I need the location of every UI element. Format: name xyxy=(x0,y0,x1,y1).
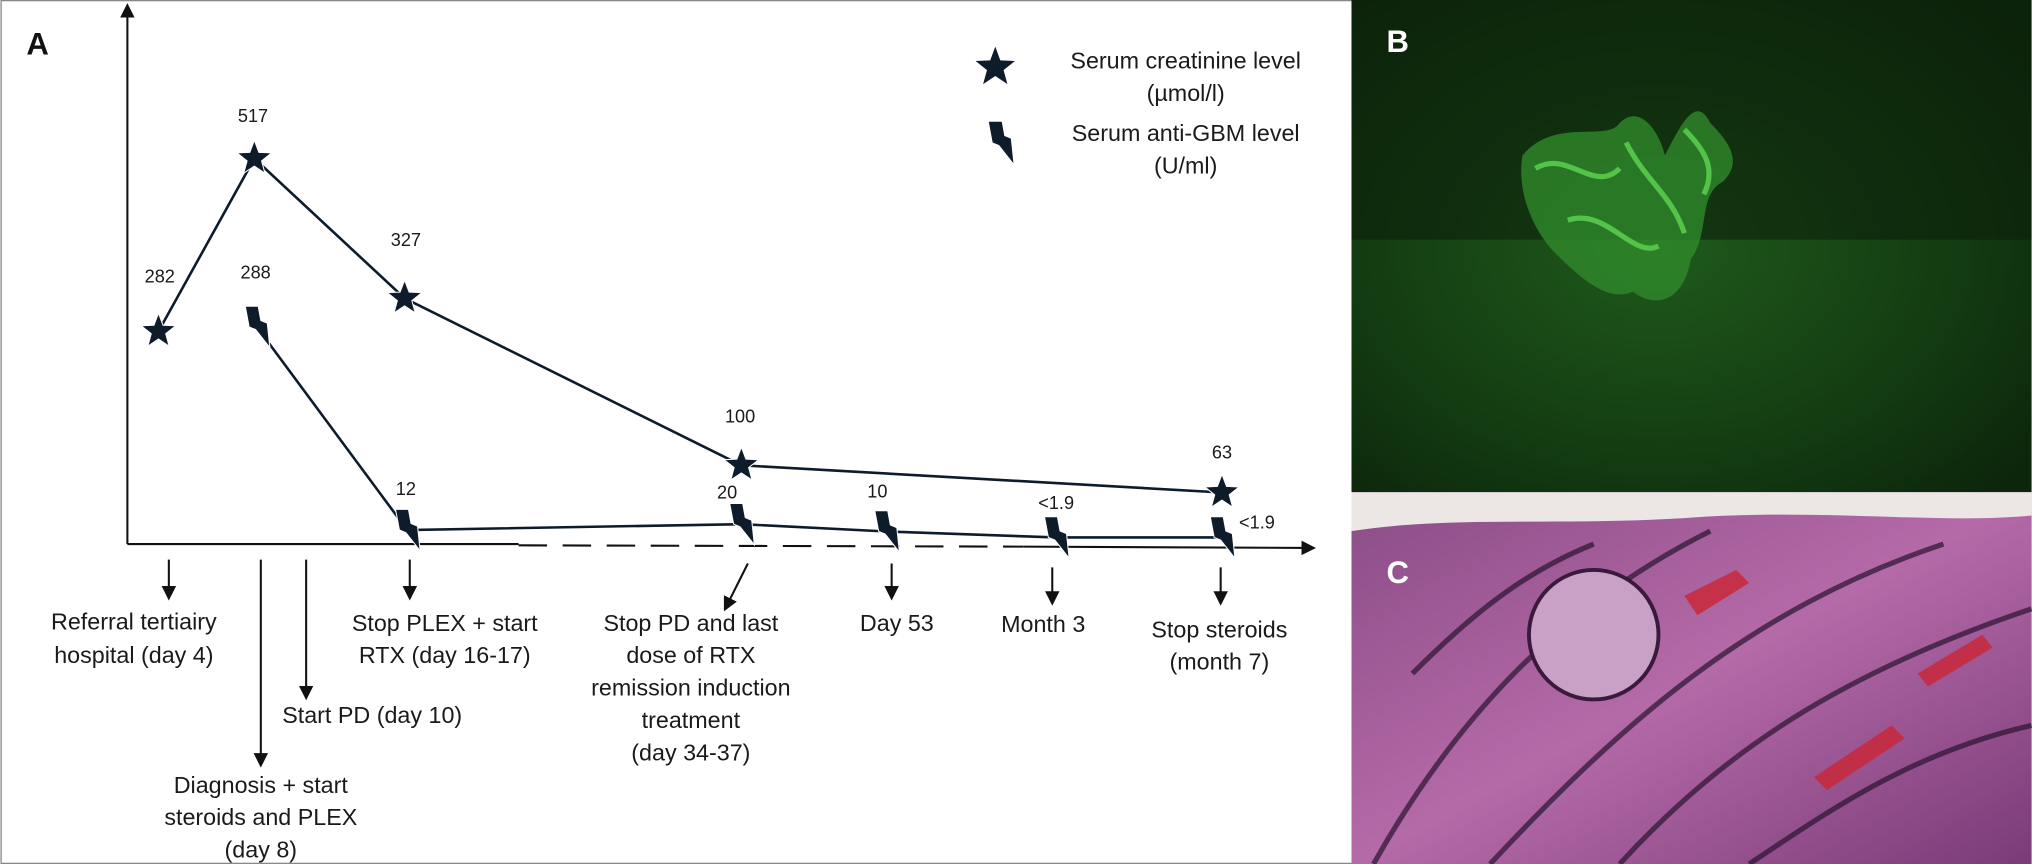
event-label: (month 7) xyxy=(1170,649,1270,675)
legend-label: (µmol/l) xyxy=(1147,80,1225,106)
event-label: dose of RTX xyxy=(626,642,756,668)
event-label: hospital (day 4) xyxy=(54,642,213,668)
creatinine-marker xyxy=(1203,472,1241,509)
event-arrow xyxy=(723,563,749,612)
data-label: <1.9 xyxy=(1038,493,1074,513)
panel-a: 282 517 327 100 63 Serum creatinine level (µmo… xyxy=(51,3,1317,863)
panel-c-image xyxy=(1351,492,2032,864)
event-label: Stop PLEX + start xyxy=(352,610,538,636)
event-label: Start PD (day 10) xyxy=(282,702,462,728)
data-label: 327 xyxy=(391,230,421,250)
legend-label: Serum anti-GBM level xyxy=(1072,120,1300,146)
data-label: 10 xyxy=(867,481,887,501)
data-label: 288 xyxy=(241,263,271,283)
event-label: treatment xyxy=(642,707,741,733)
anti-gbm-marker xyxy=(1043,516,1070,560)
creatinine-marker xyxy=(385,278,424,315)
event-label: Day 53 xyxy=(860,610,934,636)
anti-gbm-marker xyxy=(394,508,421,553)
legend-label: Serum creatinine level xyxy=(1070,48,1301,74)
panel-b-image xyxy=(1351,0,2032,493)
event-label: (day 8) xyxy=(225,837,298,863)
data-label: 63 xyxy=(1212,443,1232,463)
event-label: Referral tertiairy xyxy=(51,609,217,635)
data-label: <1.9 xyxy=(1239,513,1275,533)
legend-marker xyxy=(975,46,1015,85)
data-label: 20 xyxy=(717,483,737,503)
data-label: 12 xyxy=(396,479,416,499)
series-line xyxy=(255,326,1222,539)
x-axis xyxy=(1023,540,1317,556)
data-label: 517 xyxy=(238,106,268,126)
event-label: Stop PD and last xyxy=(603,610,778,636)
anti-gbm-marker xyxy=(874,510,901,554)
legend-marker xyxy=(988,121,1014,164)
panel-label: B xyxy=(1386,24,1408,59)
event-label: (day 34-37) xyxy=(631,739,750,765)
event-label: steroids and PLEX xyxy=(164,804,357,830)
creatinine-marker xyxy=(235,138,273,175)
event-label: Diagnosis + start xyxy=(174,772,349,798)
event-label: remission induction xyxy=(591,675,790,701)
anti-gbm-marker xyxy=(244,305,271,350)
creatinine-marker xyxy=(139,311,178,348)
panel-label: C xyxy=(1386,555,1408,590)
data-label: 282 xyxy=(145,266,175,286)
creatinine-marker xyxy=(722,445,761,482)
x-axis xyxy=(518,544,1024,548)
event-label: Month 3 xyxy=(1001,611,1085,637)
panel-label: A xyxy=(26,26,48,61)
data-label: 100 xyxy=(725,406,755,426)
legend-label: (U/ml) xyxy=(1154,153,1217,179)
anti-gbm-marker xyxy=(729,502,756,547)
anti-gbm-marker xyxy=(1209,516,1236,560)
event-label: RTX (day 16-17) xyxy=(359,642,531,668)
event-label: Stop steroids xyxy=(1151,616,1287,642)
